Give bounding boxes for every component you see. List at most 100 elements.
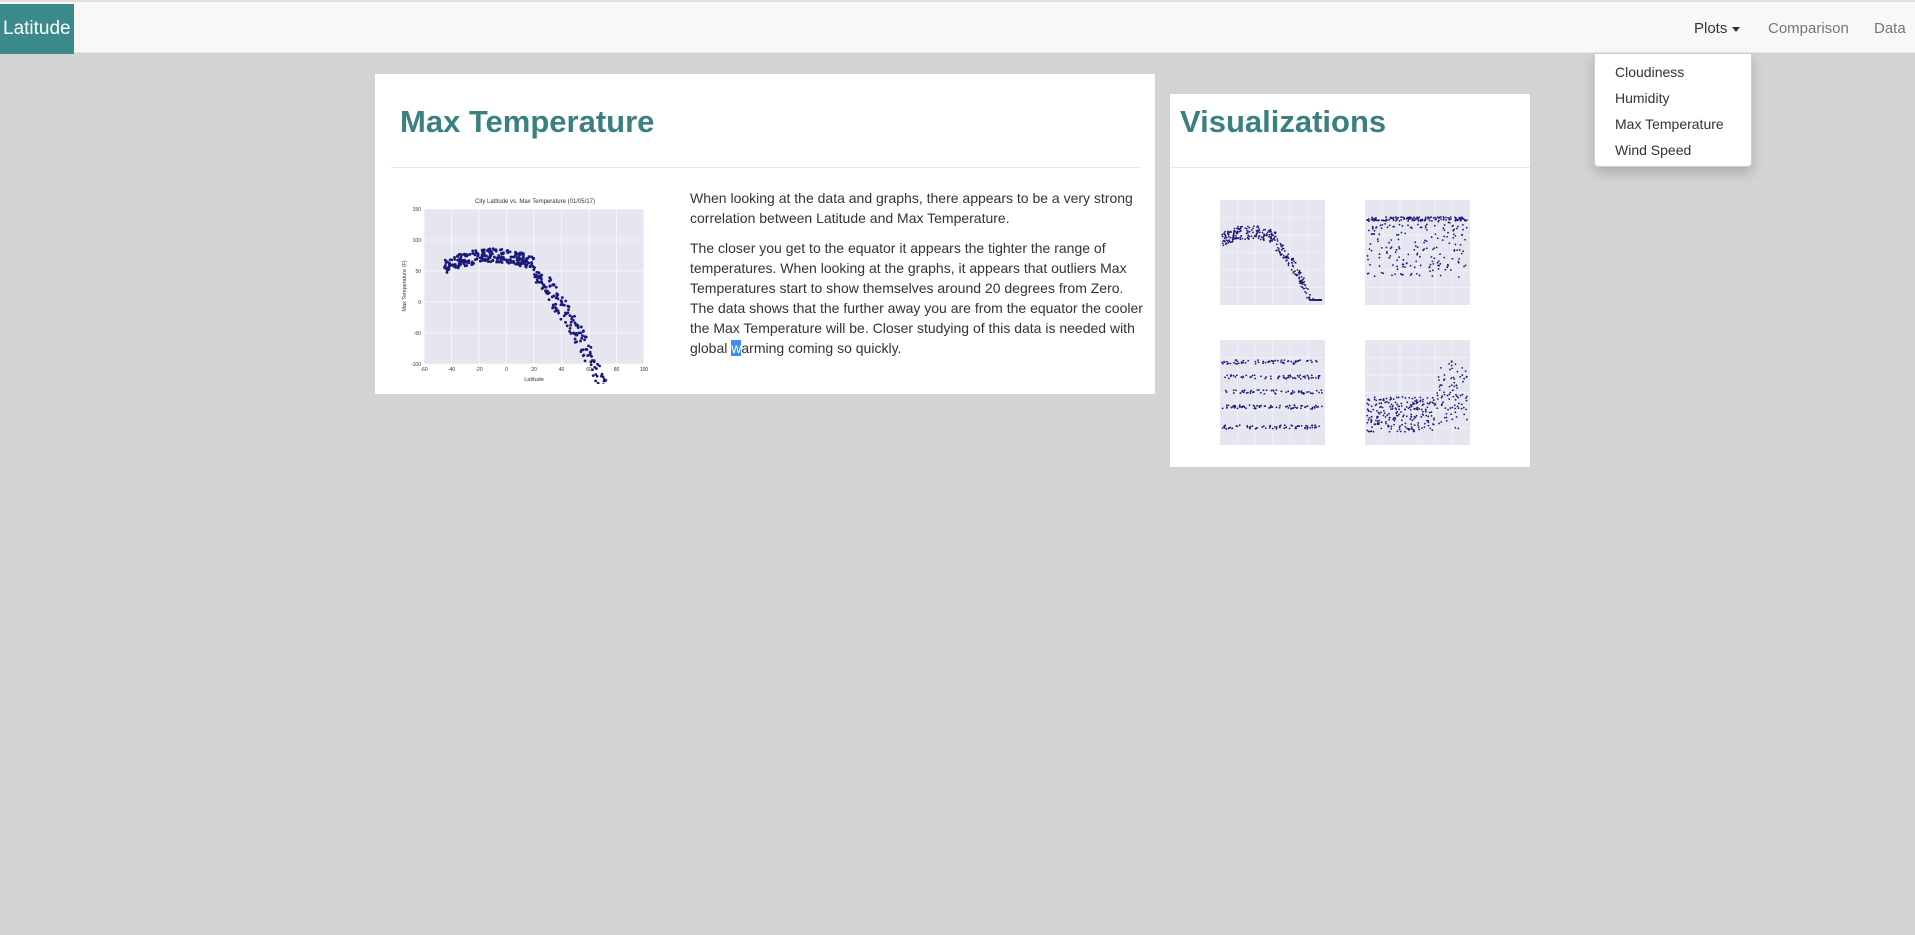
data-point	[1259, 238, 1262, 241]
data-point	[1378, 233, 1381, 236]
dropdown-item-wind-speed[interactable]: Wind Speed	[1615, 142, 1692, 158]
data-point	[1275, 426, 1278, 429]
data-point	[1432, 248, 1434, 251]
data-point	[1280, 249, 1283, 251]
y-tick-label: 50	[415, 269, 421, 275]
data-point	[1426, 419, 1428, 422]
divider	[1170, 167, 1530, 168]
data-point	[448, 258, 452, 262]
data-point	[1415, 218, 1418, 220]
data-point	[1237, 225, 1240, 228]
data-point	[471, 249, 475, 253]
data-point	[1424, 410, 1427, 413]
data-point	[1248, 404, 1251, 407]
data-point	[1426, 223, 1428, 226]
data-point	[1398, 426, 1401, 429]
dropdown-item-humidity[interactable]: Humidity	[1615, 90, 1670, 106]
data-point	[1427, 415, 1430, 418]
data-point	[1388, 224, 1391, 227]
data-point	[1465, 219, 1468, 222]
data-point	[1266, 234, 1268, 237]
data-point	[1304, 406, 1306, 409]
data-point	[598, 364, 601, 368]
data-point	[1416, 252, 1419, 255]
data-point	[1410, 227, 1413, 230]
data-point	[1268, 235, 1270, 238]
data-point	[1227, 235, 1230, 238]
data-point	[513, 253, 517, 257]
data-point	[502, 255, 505, 259]
data-point	[1262, 425, 1265, 428]
data-point	[1452, 236, 1455, 239]
data-point	[1451, 257, 1454, 260]
data-point	[533, 273, 536, 276]
data-point	[1448, 393, 1451, 396]
data-point	[1463, 265, 1465, 268]
data-point	[1268, 239, 1271, 242]
thumbnail-cloudiness[interactable]	[1210, 332, 1330, 457]
thumbnail-wind-speed[interactable]	[1355, 332, 1475, 457]
data-point	[1272, 362, 1275, 365]
data-point	[1459, 394, 1462, 397]
dropdown-item-cloudiness[interactable]: Cloudiness	[1615, 64, 1685, 80]
data-point	[1301, 286, 1304, 289]
data-point	[1402, 415, 1404, 418]
data-point	[1454, 411, 1457, 414]
data-point	[1449, 391, 1452, 394]
data-point	[1393, 225, 1396, 228]
data-point	[1299, 359, 1302, 362]
data-point	[1268, 360, 1271, 363]
data-point	[1419, 255, 1421, 258]
data-point	[1430, 414, 1433, 417]
data-point	[1381, 223, 1384, 226]
data-point	[1232, 361, 1235, 364]
data-point	[1448, 218, 1451, 221]
dropdown-item-max-temperature[interactable]: Max Temperature	[1615, 116, 1724, 132]
data-point	[572, 332, 576, 336]
data-point	[1270, 232, 1273, 235]
data-point	[522, 254, 525, 258]
data-point	[1449, 407, 1452, 409]
data-point	[1422, 410, 1424, 413]
data-point	[1373, 229, 1376, 232]
data-point	[1426, 396, 1429, 399]
data-point	[1312, 299, 1315, 301]
data-point	[1285, 255, 1287, 258]
data-point	[1289, 374, 1292, 377]
data-point	[1398, 428, 1401, 431]
data-point	[1370, 233, 1373, 236]
data-point	[476, 253, 480, 257]
data-point	[1392, 398, 1395, 400]
data-point	[1463, 413, 1466, 416]
data-point	[1287, 264, 1290, 267]
nav-data-link[interactable]: Data	[1874, 20, 1906, 37]
data-point	[1444, 268, 1447, 271]
data-point	[1374, 404, 1377, 407]
data-point	[1460, 252, 1463, 255]
data-point	[1273, 237, 1275, 240]
data-point	[1257, 361, 1260, 364]
plots-dropdown-menu: Cloudiness Humidity Max Temperature Wind…	[1594, 53, 1752, 167]
page-title: Max Temperature	[400, 104, 655, 139]
data-point	[1395, 396, 1398, 399]
plots-dropdown-toggle[interactable]: Plots	[1694, 20, 1741, 37]
data-point	[488, 247, 492, 251]
data-point	[535, 278, 539, 282]
data-point	[1298, 376, 1300, 378]
data-point	[1428, 266, 1431, 269]
data-point	[1309, 408, 1312, 410]
data-point	[1234, 405, 1237, 408]
data-point	[1298, 271, 1300, 274]
data-point	[470, 262, 474, 266]
data-point	[1444, 216, 1447, 219]
thumbnail-max-temperature[interactable]	[1210, 192, 1330, 317]
data-point	[1264, 377, 1267, 380]
data-point	[1424, 224, 1427, 227]
nav-comparison-link[interactable]: Comparison	[1768, 20, 1849, 37]
data-point	[1248, 226, 1251, 229]
data-point	[1442, 216, 1445, 218]
brand-link[interactable]: Latitude	[0, 4, 74, 54]
thumbnail-humidity[interactable]	[1355, 192, 1475, 317]
data-point	[1224, 389, 1227, 392]
data-point	[1388, 241, 1390, 244]
